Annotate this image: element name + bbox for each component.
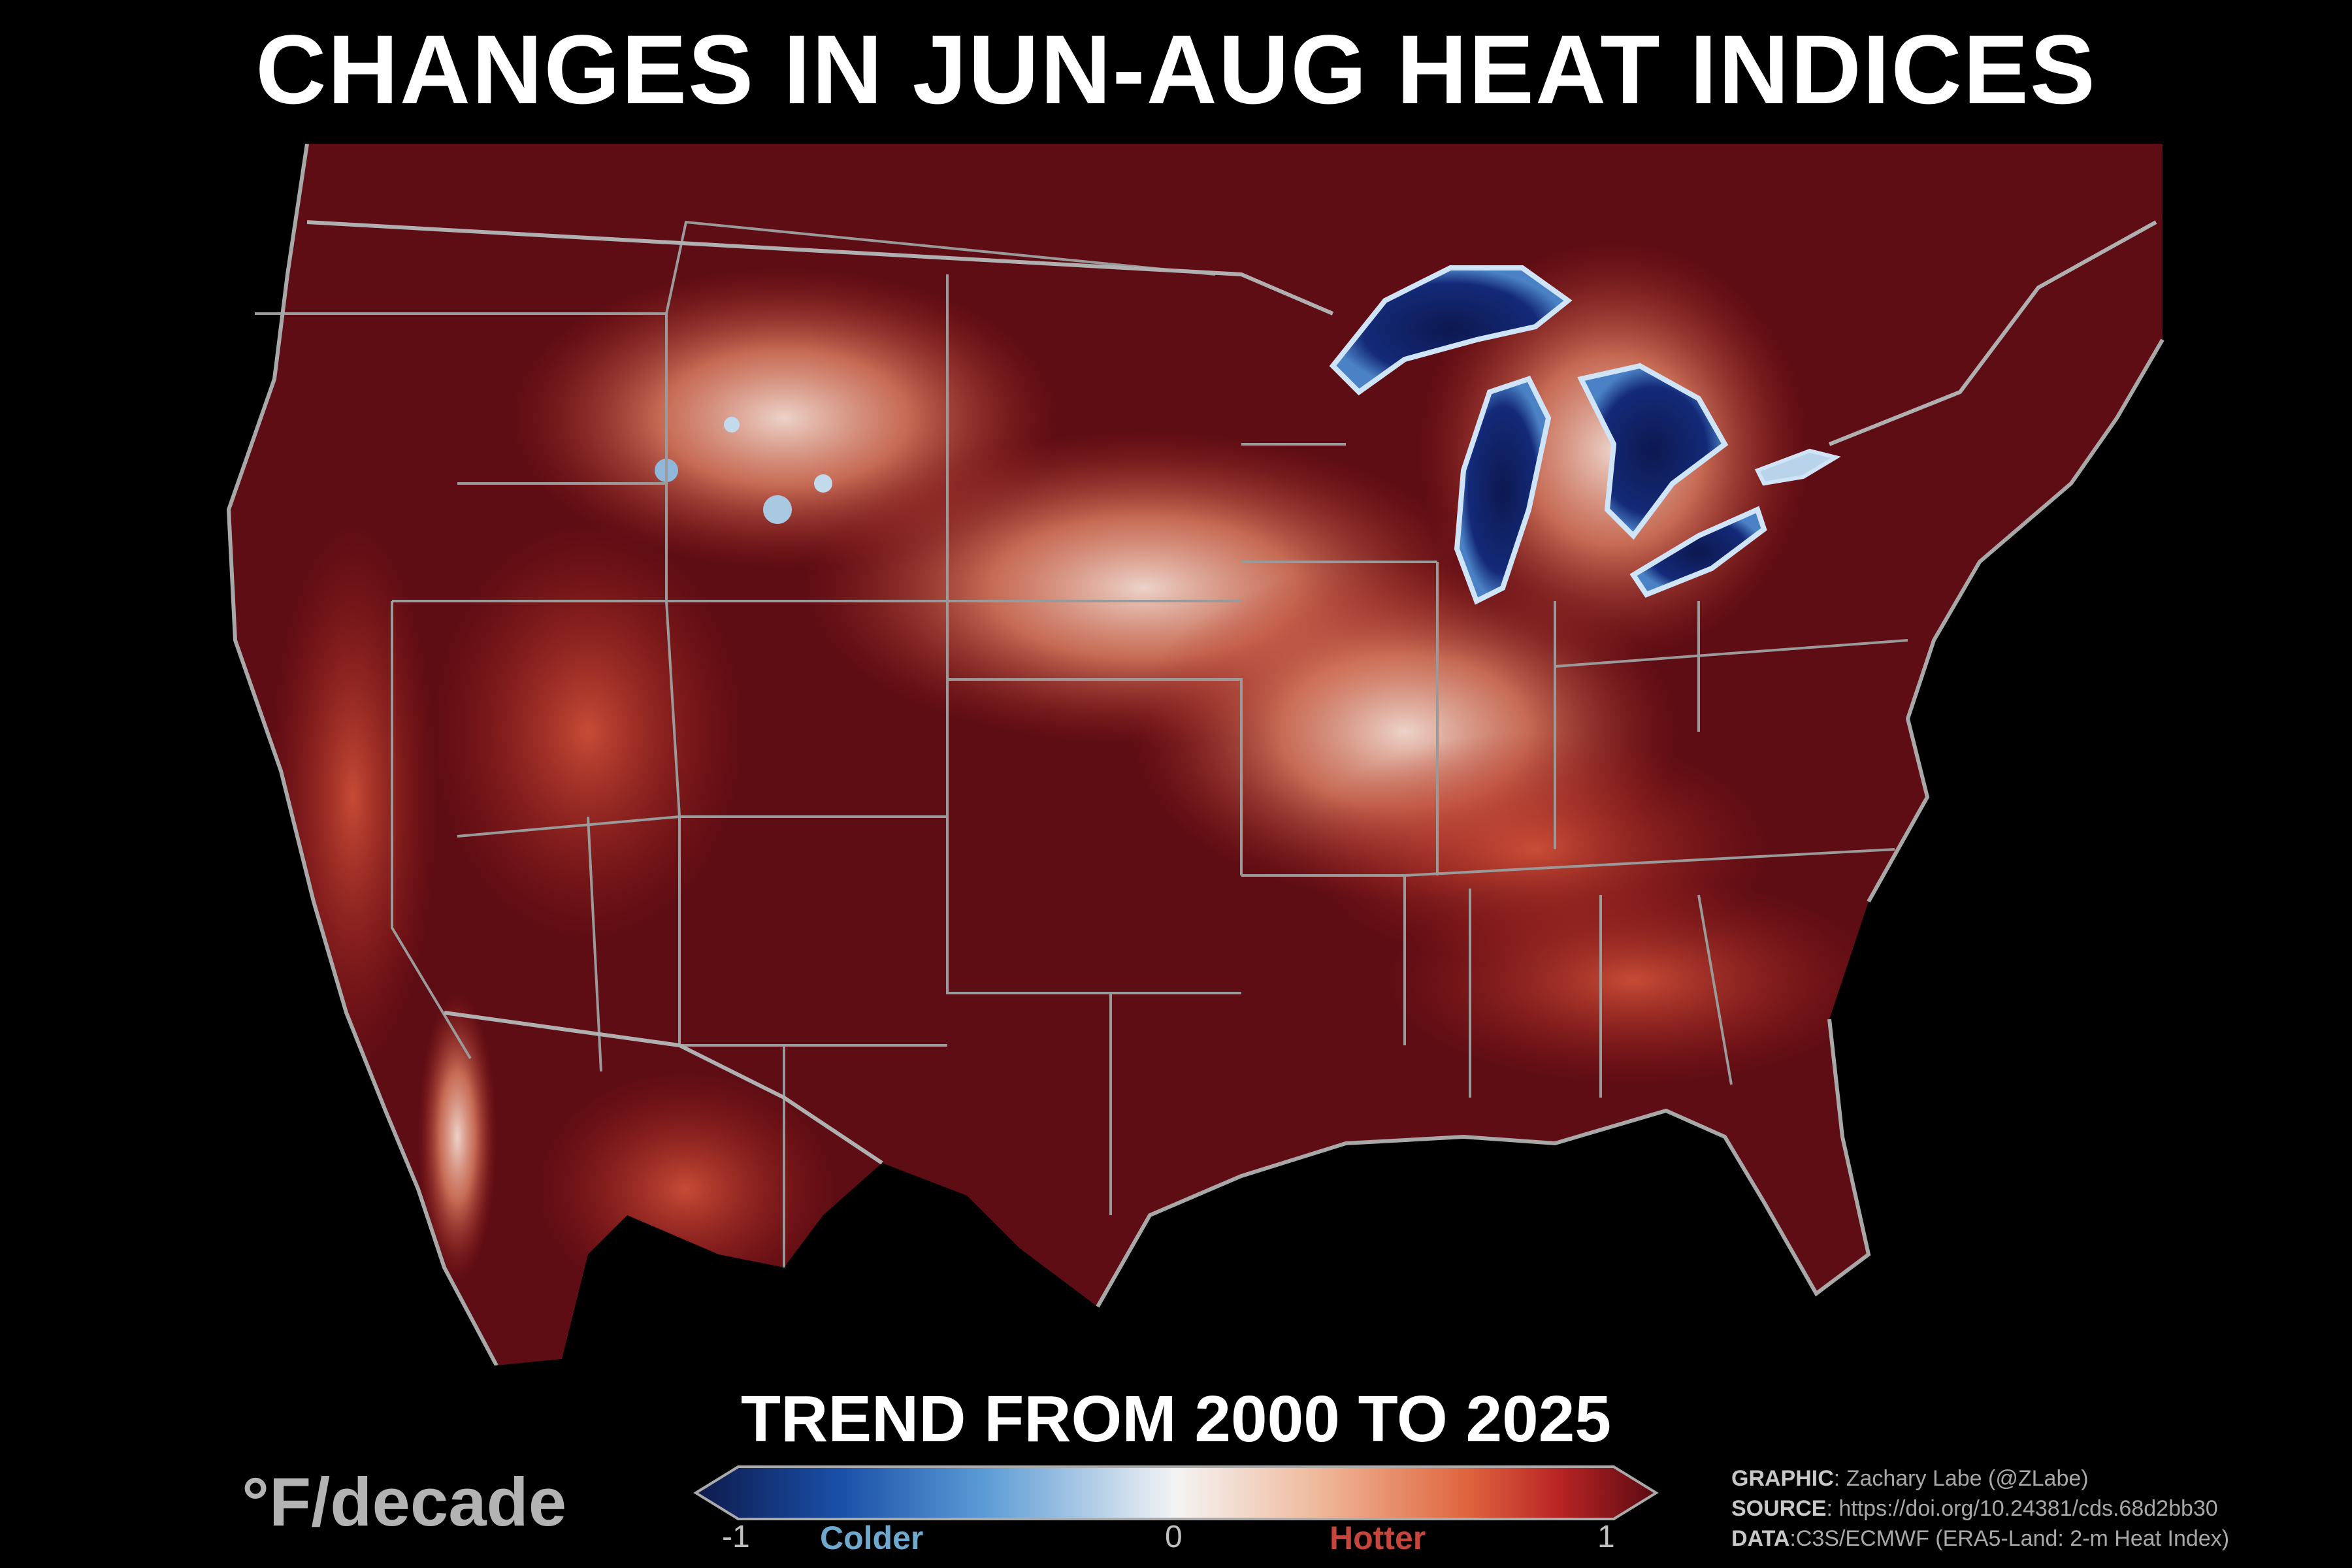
lake-superior (1329, 265, 1573, 396)
tick-max: 1 (1597, 1520, 1615, 1554)
state-borders (255, 220, 1908, 1267)
lake-huron (1577, 363, 1729, 540)
great-lakes (1329, 265, 1841, 605)
map-svg (226, 144, 2164, 1365)
warming-band-southeast (1385, 875, 1882, 1085)
trend-map (0, 144, 2352, 1365)
tick-min: -1 (722, 1520, 750, 1554)
credit-source: SOURCE: https://doi.org/10.24381/cds.68d… (1731, 1496, 2218, 1521)
coastline (226, 144, 2164, 1365)
legend-unit: °F/decade (242, 1464, 567, 1541)
color-bar-fill (693, 1465, 1659, 1520)
credit-graphic: GRAPHIC: Zachary Labe (@ZLabe) (1731, 1466, 2089, 1491)
hotter-label: Hotter (1330, 1520, 1426, 1556)
color-bar (693, 1465, 1659, 1520)
lake-erie (1629, 506, 1767, 598)
lake-michigan (1454, 376, 1552, 605)
warming-band-california (268, 523, 438, 1071)
warming-band-mexico-sierra (536, 1071, 836, 1307)
credits: GRAPHIC: Zachary Labe (@ZLabe) SOURCE: h… (1731, 1463, 2229, 1554)
lake-ontario (1754, 448, 1841, 486)
tick-zero: 0 (1165, 1520, 1183, 1554)
warming-band-southwest (431, 523, 745, 941)
chart-title: CHANGES IN JUN-AUG HEAT INDICES (255, 14, 2097, 124)
warming-band-baja (418, 993, 497, 1281)
national-borders (306, 220, 2157, 1165)
credit-data: DATA:C3S/ECMWF (ERA5-Land: 2-m Heat Inde… (1731, 1526, 2230, 1551)
colder-label: Colder (820, 1520, 924, 1556)
legend-title: TREND FROM 2000 TO 2025 (741, 1382, 1611, 1456)
